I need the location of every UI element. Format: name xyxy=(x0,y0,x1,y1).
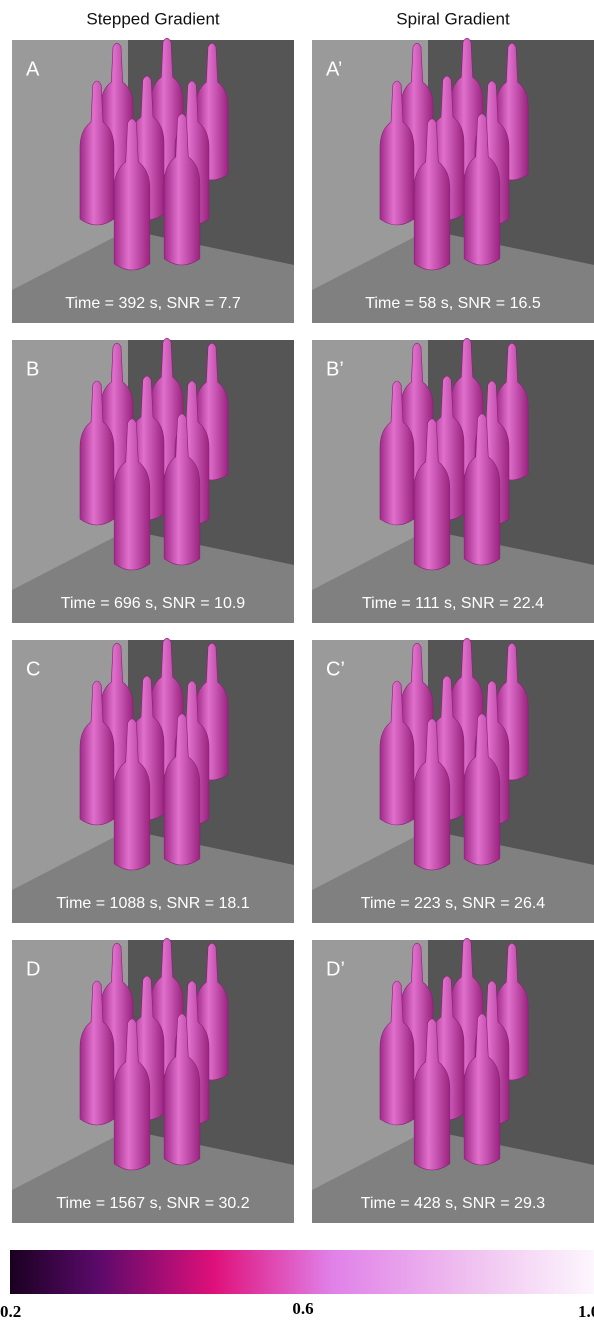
page: {"columns": ["Stepped Gradient", "Spiral… xyxy=(0,0,594,1324)
panel-label: B xyxy=(26,358,39,380)
panel: C’ Time = 223 s, SNR = 26.4 xyxy=(312,638,594,923)
panel: C Time = 1088 s, SNR = 18.1 xyxy=(12,638,294,923)
panel: B Time = 696 s, SNR = 10.9 xyxy=(12,338,294,623)
panel-caption: Time = 1088 s, SNR = 18.1 xyxy=(56,895,249,912)
panel-label: D’ xyxy=(326,958,345,980)
column-header: Spiral Gradient xyxy=(396,9,510,28)
panel-caption: Time = 1567 s, SNR = 30.2 xyxy=(56,1195,249,1212)
column-header: Stepped Gradient xyxy=(86,9,220,28)
panel-caption: Time = 58 s, SNR = 16.5 xyxy=(365,295,541,312)
panel-caption: Time = 696 s, SNR = 10.9 xyxy=(61,595,245,612)
panel: D Time = 1567 s, SNR = 30.2 xyxy=(12,938,294,1223)
panel: A’ Time = 58 s, SNR = 16.5 xyxy=(312,38,594,323)
panel-label: C’ xyxy=(326,658,345,680)
panel-label: B’ xyxy=(326,358,344,380)
panel-caption: Time = 111 s, SNR = 22.4 xyxy=(362,595,544,612)
panel: D’ Time = 428 s, SNR = 29.3 xyxy=(312,938,594,1223)
colorbar xyxy=(10,1250,594,1294)
panel: B’ Time = 111 s, SNR = 22.4 xyxy=(312,338,594,623)
panel-label: A’ xyxy=(326,58,342,80)
figure: Stepped Gradient Spiral Gradient 0.2 0.6… xyxy=(0,0,594,1324)
panel-label: A xyxy=(26,58,40,80)
panel-caption: Time = 392 s, SNR = 7.7 xyxy=(65,295,241,312)
panel-caption: Time = 223 s, SNR = 26.4 xyxy=(361,895,545,912)
colorbar-label: 1.0 xyxy=(578,1302,594,1321)
panel-caption: Time = 428 s, SNR = 29.3 xyxy=(361,1195,545,1212)
body: Stepped Gradient Spiral Gradient 0.2 0.6… xyxy=(0,0,594,1324)
panel: A Time = 392 s, SNR = 7.7 xyxy=(12,38,294,323)
panel-label: C xyxy=(26,658,40,680)
panel-label: D xyxy=(26,958,40,980)
colorbar-label: 0.6 xyxy=(292,1299,313,1318)
colorbar-label: 0.2 xyxy=(0,1302,21,1321)
